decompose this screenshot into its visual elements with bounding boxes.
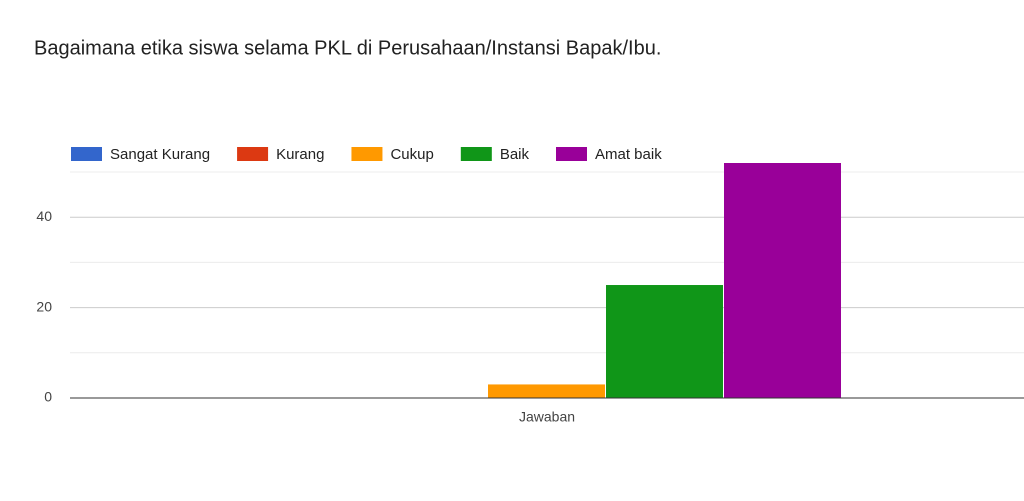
x-tick-label: Jawaban: [519, 409, 575, 425]
bar: [606, 285, 723, 398]
bar: [724, 163, 841, 398]
y-tick-label: 20: [36, 298, 52, 314]
y-tick-label: 40: [36, 208, 52, 224]
legend-label: Baik: [500, 146, 530, 163]
chart-title: Bagaimana etika siswa selama PKL di Peru…: [34, 37, 661, 59]
legend-label: Amat baik: [595, 146, 662, 163]
legend-label: Cukup: [390, 146, 433, 163]
legend-label: Sangat Kurang: [110, 146, 210, 163]
bar: [488, 384, 605, 398]
legend-swatch: [237, 147, 269, 161]
y-tick-label: 0: [44, 389, 52, 405]
legend-swatch: [351, 147, 383, 161]
legend-label: Kurang: [276, 146, 324, 163]
legend-swatch: [71, 147, 102, 161]
legend-swatch: [556, 147, 587, 161]
legend-swatch: [460, 147, 492, 161]
